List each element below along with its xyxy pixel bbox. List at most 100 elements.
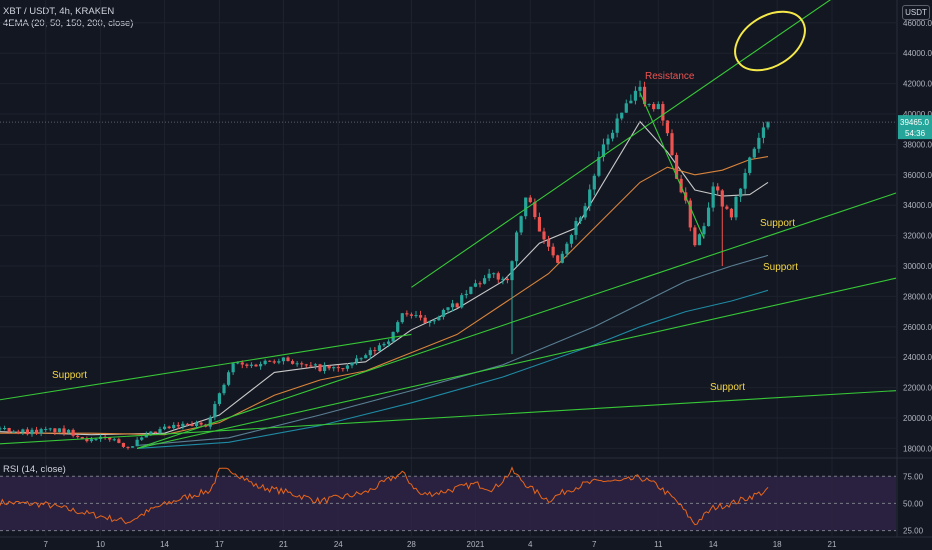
candle-body [309, 365, 313, 367]
price-tick-label: 40000.0 [903, 110, 932, 119]
currency-badge[interactable]: USDT [902, 5, 930, 20]
time-tick-label: 7 [592, 540, 597, 549]
candle-body [524, 197, 528, 217]
time-tick-label: 10 [96, 540, 105, 549]
time-tick-label: 4 [528, 540, 533, 549]
candle-body [258, 364, 263, 367]
candle-body [231, 363, 235, 373]
candle-body [441, 309, 446, 317]
candle-body [428, 321, 432, 323]
candle-body [633, 90, 638, 101]
candle-body [236, 362, 240, 364]
support-trendline [136, 192, 897, 449]
candle-body [185, 423, 190, 425]
price-badge [898, 115, 932, 140]
candle-body [121, 442, 126, 447]
price-tick-label: 46000.0 [903, 19, 932, 28]
candle-body [144, 434, 148, 438]
candle-body [642, 86, 647, 105]
candle-body [2, 428, 7, 430]
candle-body [7, 428, 11, 432]
candle-body [21, 429, 25, 433]
rsi-label[interactable]: RSI (14, close) [3, 464, 66, 475]
candle-body [226, 372, 231, 385]
candle-body [140, 437, 144, 440]
candle-body [341, 368, 345, 370]
candle-body [460, 295, 464, 308]
candle-body [624, 103, 628, 113]
support-label: Support [52, 370, 87, 381]
candle-body [505, 278, 510, 281]
candle-body [405, 313, 409, 315]
candle-body [656, 104, 660, 110]
candle-body [80, 437, 84, 439]
candle-body [135, 439, 139, 447]
support-label: Support [760, 218, 795, 229]
candlestick-series [0, 80, 896, 450]
time-tick-label: 21 [279, 540, 288, 549]
candle-body [181, 423, 185, 427]
candle-body [208, 417, 212, 427]
candle-body [368, 350, 372, 356]
price-tick-label: 28000.0 [903, 292, 932, 301]
support-trendline [0, 390, 897, 445]
candle-body [391, 331, 395, 342]
candle-body [752, 148, 756, 158]
candle-body [158, 429, 162, 433]
trendlines [0, 0, 897, 449]
candle-body [286, 357, 290, 362]
candle-body [702, 226, 706, 235]
candle-body [432, 320, 436, 322]
candle-body [661, 104, 665, 121]
candle-body [455, 303, 459, 308]
candle-body [647, 104, 651, 106]
rsi-tick-label: 75.00 [903, 472, 924, 481]
candle-body [706, 207, 711, 227]
time-tick-label: 7 [43, 540, 48, 549]
candle-body [551, 246, 555, 256]
candle-body [364, 355, 368, 359]
candle-body [450, 303, 455, 308]
price-tick-label: 20000.0 [903, 414, 932, 423]
candle-body [373, 350, 377, 352]
candle-body [327, 365, 331, 369]
candle-body [322, 365, 327, 371]
candle-body [245, 364, 249, 366]
price-tick-label: 44000.0 [903, 49, 932, 58]
candle-body [560, 253, 564, 263]
candle-body [478, 283, 482, 285]
candle-body [738, 188, 743, 197]
candle-body [254, 364, 258, 367]
time-tick-label: 18 [773, 540, 782, 549]
candle-body [172, 424, 176, 429]
candle-body [382, 343, 386, 346]
candle-body [629, 100, 633, 104]
candle-body [757, 137, 761, 149]
time-tick-label: 24 [334, 540, 343, 549]
price-tick-label: 26000.0 [903, 323, 932, 332]
price-tick-label: 42000.0 [903, 80, 932, 89]
candle-body [263, 360, 267, 365]
candle-body [725, 206, 729, 209]
indicator-label[interactable]: 4EMA (20, 50, 150, 200, close) [3, 18, 134, 29]
time-tick-label: 11 [654, 540, 663, 549]
support-label: Support [763, 262, 798, 273]
time-tick-label: 21 [828, 540, 837, 549]
wedge-trendline [639, 92, 705, 239]
candle-body [62, 428, 66, 434]
candle-body [300, 363, 304, 365]
target-ellipse [734, 10, 806, 72]
candle-body [519, 216, 523, 233]
candle-body [734, 196, 738, 218]
candle-body [574, 221, 578, 235]
candle-body [162, 426, 167, 430]
candle-body [652, 104, 656, 110]
candle-body [199, 422, 203, 425]
candle-body [108, 437, 112, 440]
time-tick-label: 28 [407, 540, 416, 549]
ema-lines [0, 120, 769, 449]
chart-annotations: Resistance Support Support Support Support [52, 71, 798, 393]
candle-body [716, 186, 720, 191]
candle-body [277, 361, 281, 363]
